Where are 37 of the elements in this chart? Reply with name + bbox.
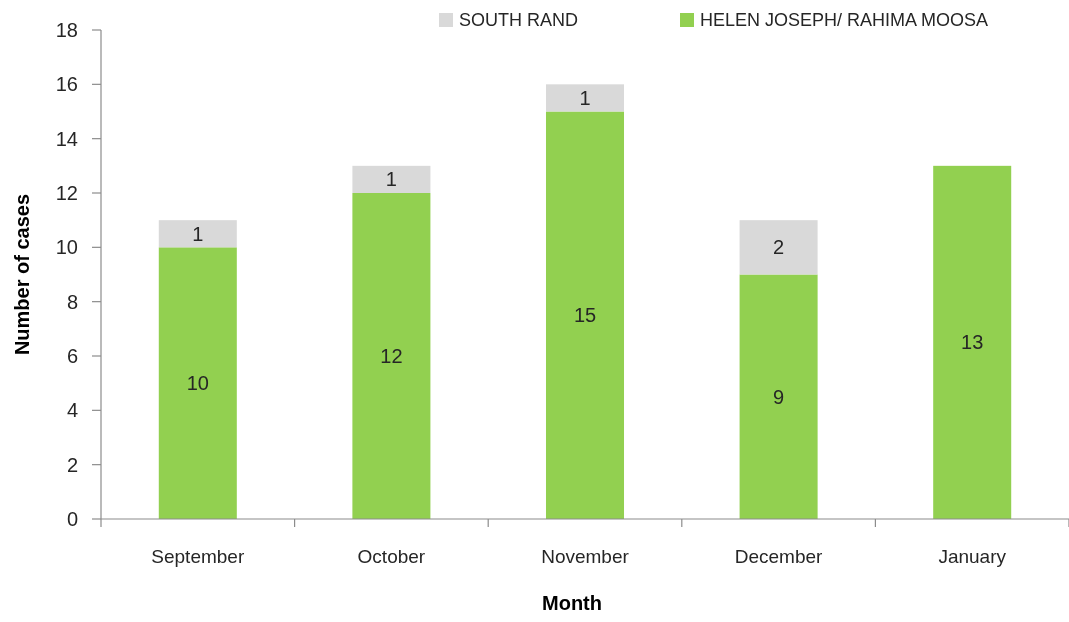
x-tick-label: December	[734, 545, 824, 567]
bar	[158, 247, 237, 519]
bar	[352, 193, 431, 519]
legend-label: HELEN JOSEPH/ RAHIMA MOOSA	[700, 10, 989, 31]
bar	[933, 165, 1012, 519]
y-tick-label: 0	[66, 508, 78, 530]
bar	[739, 274, 818, 519]
bar	[352, 165, 431, 193]
y-tick-label: 4	[66, 399, 78, 422]
y-tick-label: 18	[55, 19, 78, 41]
x-axis-title: Month	[542, 592, 602, 614]
y-tick-label: 6	[66, 345, 78, 367]
y-tick-label: 16	[55, 73, 78, 96]
x-tick-label: November	[541, 545, 630, 567]
y-tick-label: 10	[55, 236, 78, 259]
legend-label: SOUTH RAND	[459, 10, 579, 31]
data-label: 1	[192, 222, 204, 245]
bar	[739, 220, 818, 275]
y-axis-title: Number of cases	[11, 193, 33, 356]
data-label: 13	[961, 331, 984, 354]
y-tick-label: 8	[66, 290, 78, 313]
bar	[545, 111, 625, 519]
data-label: 10	[186, 372, 209, 395]
y-tick-label: 2	[66, 453, 78, 476]
data-label: 2	[773, 236, 785, 259]
y-tick-label: 14	[55, 127, 78, 150]
bar	[545, 84, 625, 112]
x-tick-label: January	[938, 545, 1007, 567]
data-label: 9	[773, 385, 785, 408]
y-tick-label: 12	[55, 182, 78, 204]
x-tick-label: September	[151, 545, 245, 567]
data-label: 1	[579, 86, 591, 109]
data-label: 1	[385, 168, 397, 191]
data-label: 15	[573, 304, 597, 327]
bar	[158, 220, 237, 248]
data-label: 12	[380, 345, 403, 367]
x-tick-label: October	[357, 545, 426, 567]
